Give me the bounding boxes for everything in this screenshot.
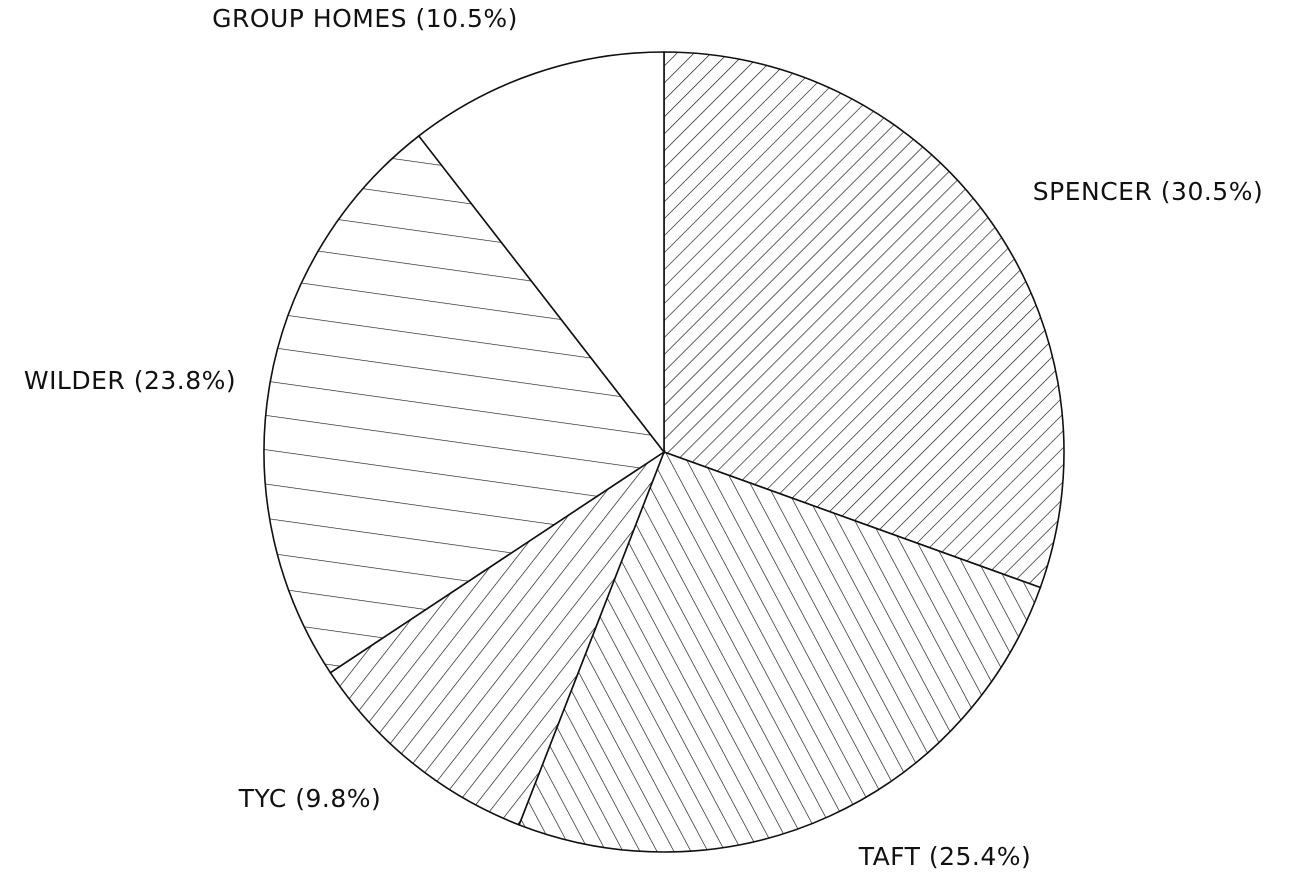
pie-slice bbox=[417, 51, 665, 455]
pie-slice bbox=[663, 51, 1065, 589]
slice-label: WILDER (23.8%) bbox=[24, 366, 236, 395]
slice-label: GROUP HOMES (10.5%) bbox=[212, 4, 518, 33]
slice-label: TYC (9.8%) bbox=[238, 784, 382, 813]
slice-label: SPENCER (30.5%) bbox=[1033, 177, 1263, 206]
pie-slice bbox=[263, 134, 666, 674]
pie-slice bbox=[518, 450, 1042, 853]
pie-slice bbox=[329, 449, 666, 826]
slice-label: TAFT (25.4%) bbox=[858, 842, 1032, 871]
